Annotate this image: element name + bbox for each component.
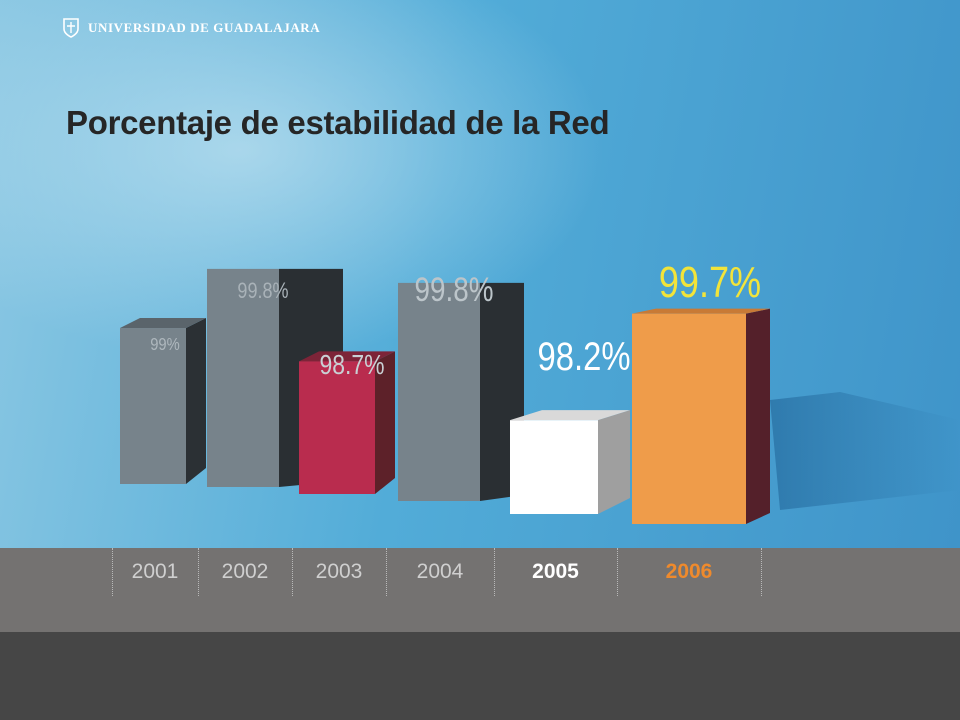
chart-shadow bbox=[770, 392, 960, 510]
year-label-2005: 2005 bbox=[532, 560, 579, 583]
bar-top bbox=[510, 410, 630, 421]
bar-value-label: 99.7% bbox=[659, 258, 761, 307]
bar-top bbox=[632, 308, 770, 314]
bar-front bbox=[120, 328, 186, 484]
bar-side bbox=[598, 410, 630, 514]
bar-value-label: 99.8% bbox=[237, 279, 288, 303]
axis-separator bbox=[198, 548, 199, 596]
bar-side bbox=[746, 308, 770, 524]
axis-separator bbox=[761, 548, 762, 596]
axis-separator bbox=[617, 548, 618, 596]
axis-separator bbox=[292, 548, 293, 596]
bar-front bbox=[299, 361, 375, 494]
university-crest-icon bbox=[63, 18, 79, 38]
university-logo: UNIVERSIDAD DE GUADALAJARA bbox=[62, 16, 320, 40]
axis-separator bbox=[494, 548, 495, 596]
footer-band bbox=[0, 632, 960, 720]
bar-2006 bbox=[632, 308, 770, 524]
bar-value-label: 99.8% bbox=[414, 270, 493, 308]
year-label-2002: 2002 bbox=[221, 560, 269, 583]
year-axis: 2001 2002 2003 2004 2005 2006 bbox=[0, 548, 960, 632]
year-label-2001: 2001 bbox=[131, 560, 179, 583]
bar-top bbox=[299, 351, 395, 362]
bar-2004 bbox=[398, 282, 524, 501]
bar-2005 bbox=[510, 410, 630, 514]
bar-front bbox=[632, 313, 746, 524]
chart-title: Porcentaje de estabilidad de la Red bbox=[66, 104, 610, 141]
bar-front bbox=[510, 420, 598, 514]
bar-2001 bbox=[120, 318, 206, 484]
year-label-2006: 2006 bbox=[665, 560, 713, 583]
year-label-2003: 2003 bbox=[315, 560, 363, 583]
bar-side bbox=[186, 318, 206, 484]
bar-side bbox=[375, 351, 395, 494]
axis-separator bbox=[386, 548, 387, 596]
bar-top bbox=[120, 318, 206, 329]
bar-value-label: 99% bbox=[150, 335, 180, 355]
logo-text: UNIVERSIDAD DE GUADALAJARA bbox=[88, 20, 321, 35]
bar-value-label: 98.2% bbox=[538, 334, 631, 379]
year-label-2004: 2004 bbox=[416, 560, 464, 583]
bar-2003 bbox=[299, 351, 395, 494]
axis-separator bbox=[112, 548, 113, 596]
bar-front bbox=[207, 268, 279, 487]
bar-chart: 99% 99.8% 98.7% 99.8% 98.2% 99.7% bbox=[120, 258, 960, 524]
bar-front bbox=[398, 282, 480, 501]
bar-value-label: 98.7% bbox=[319, 350, 384, 381]
